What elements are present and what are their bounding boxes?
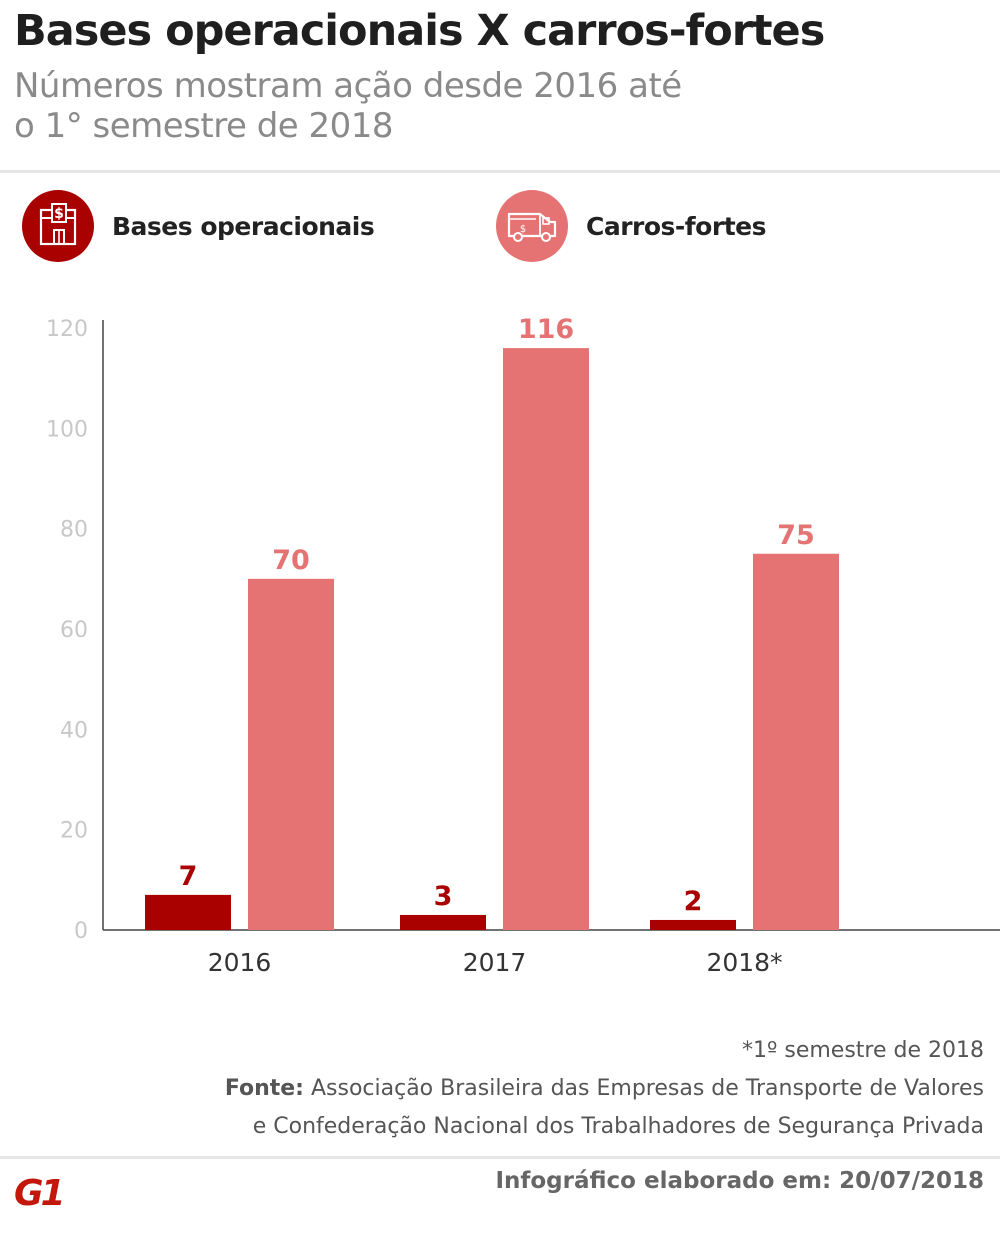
- bar: [248, 578, 334, 930]
- x-tick-label: 2017: [463, 948, 527, 977]
- y-tick-label: 40: [60, 718, 88, 743]
- bar: [400, 914, 486, 930]
- g1-logo-text: G1: [14, 1173, 63, 1212]
- legend-item-bases: $ Bases operacionais: [22, 190, 375, 262]
- footer-divider: [0, 1156, 1000, 1159]
- footnote: *1º semestre de 2018: [742, 1038, 984, 1063]
- x-tick-label: 2018*: [706, 948, 782, 977]
- x-tick-label: 2016: [208, 948, 272, 977]
- bar: [753, 553, 839, 930]
- data-label: 7: [179, 861, 198, 892]
- bar: [650, 919, 736, 930]
- source-label: Fonte:: [224, 1076, 304, 1101]
- subtitle-line-2: o 1° semestre de 2018: [14, 106, 394, 146]
- bar: [145, 894, 231, 930]
- g1-logo: G1: [14, 1172, 78, 1216]
- source-line-2: e Confederação Nacional dos Trabalhadore…: [252, 1114, 984, 1139]
- data-label: 2: [684, 886, 703, 917]
- svg-text:$: $: [520, 224, 526, 235]
- bar-chart: 0 20 40 60 80 100 120 7 70 2016 3 116 2017 2 75 2018*: [46, 314, 1000, 977]
- y-tick-label: 120: [46, 317, 88, 342]
- data-label: 116: [518, 314, 574, 345]
- svg-text:$: $: [54, 206, 64, 222]
- chart-title: Bases operacionais X carros-fortes: [14, 6, 825, 56]
- y-tick-label: 20: [60, 819, 88, 844]
- chart-subtitle: Números mostram ação desde 2016 até o 1°…: [14, 66, 834, 146]
- legend-item-carros: $ Carros-fortes: [496, 190, 766, 262]
- data-label: 3: [434, 881, 453, 912]
- y-tick-label: 0: [74, 919, 88, 944]
- armored-truck-icon: $: [496, 190, 568, 262]
- legend-label-bases: Bases operacionais: [112, 211, 375, 241]
- legend-label-carros: Carros-fortes: [586, 211, 766, 241]
- header-divider: [0, 170, 1000, 173]
- bank-building-icon: $: [22, 190, 94, 262]
- data-label: 70: [272, 545, 310, 576]
- data-label: 75: [777, 520, 815, 551]
- credit-text: Infográfico elaborado em: 20/07/2018: [495, 1168, 984, 1194]
- bar: [503, 348, 589, 930]
- source-text-1: Associação Brasileira das Empresas de Tr…: [310, 1076, 984, 1101]
- y-tick-label: 80: [60, 518, 88, 543]
- y-tick-label: 60: [60, 618, 88, 643]
- source-line-1: Fonte: Associação Brasileira das Empresa…: [225, 1076, 984, 1101]
- subtitle-line-1: Números mostram ação desde 2016 até: [14, 66, 682, 106]
- y-tick-label: 100: [46, 417, 88, 442]
